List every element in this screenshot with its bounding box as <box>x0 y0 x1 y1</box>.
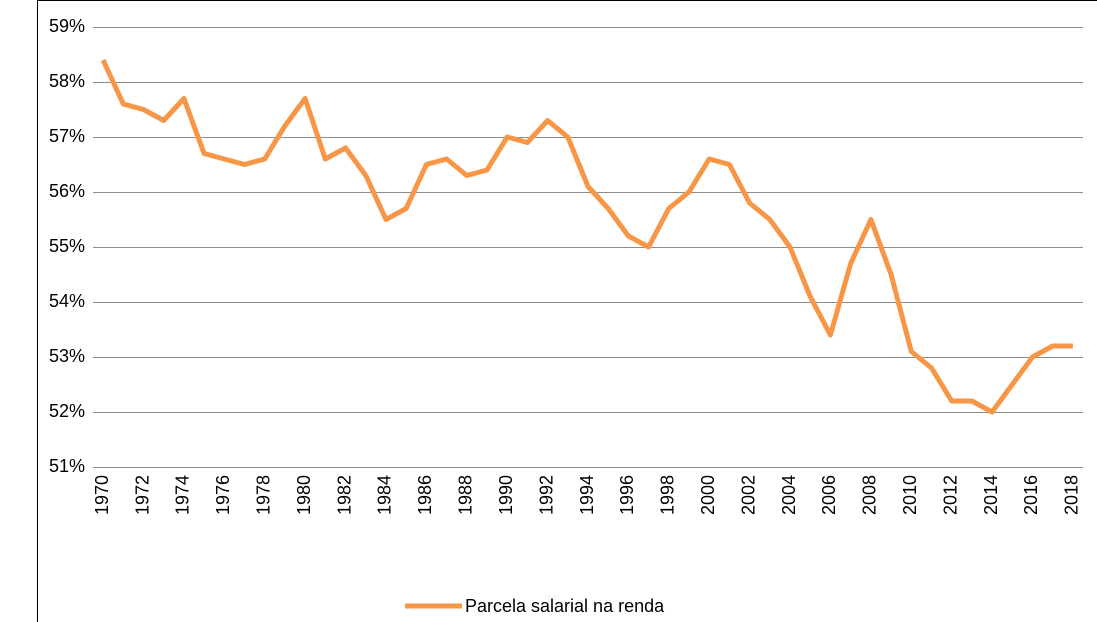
x-tick-label: 1982 <box>334 475 354 515</box>
x-tick-label: 1986 <box>415 475 435 515</box>
x-tick-label: 1980 <box>294 475 314 515</box>
x-tick-label: 2006 <box>819 475 839 515</box>
x-tick-label: 1984 <box>375 475 395 515</box>
y-tick-label: 52% <box>49 401 85 421</box>
x-tick-label: 1992 <box>536 475 556 515</box>
x-tick-label: 2004 <box>779 475 799 515</box>
x-tick-label: 2016 <box>1021 475 1041 515</box>
x-tick-label: 1998 <box>658 475 678 515</box>
y-tick-label: 59% <box>49 16 85 36</box>
x-tick-label: 2010 <box>900 475 920 515</box>
x-tick-label: 2012 <box>940 475 960 515</box>
x-tick-label: 1972 <box>132 475 152 515</box>
x-tick-label: 1978 <box>253 475 273 515</box>
x-tick-label: 2014 <box>981 475 1001 515</box>
x-tick-label: 1994 <box>577 475 597 515</box>
y-tick-label: 56% <box>49 181 85 201</box>
line-series <box>100 58 1073 415</box>
x-tick-label: 1976 <box>213 475 233 515</box>
y-tick-label: 57% <box>49 126 85 146</box>
y-tick-label: 51% <box>49 456 85 476</box>
x-tick-label: 2002 <box>738 475 758 515</box>
y-tick-label: 58% <box>49 71 85 91</box>
x-tick-label: 1974 <box>173 475 193 515</box>
legend-label: Parcela salarial na renda <box>465 596 665 616</box>
x-tick-label: 1990 <box>496 475 516 515</box>
x-tick-label: 1996 <box>617 475 637 515</box>
y-tick-label: 54% <box>49 291 85 311</box>
x-tick-label: 1970 <box>92 475 112 515</box>
x-tick-label: 1988 <box>456 475 476 515</box>
x-tick-label: 2000 <box>698 475 718 515</box>
y-tick-label: 55% <box>49 236 85 256</box>
x-tick-label: 2008 <box>860 475 880 515</box>
y-tick-label: 53% <box>49 346 85 366</box>
x-tick-label: 2018 <box>1062 475 1082 515</box>
